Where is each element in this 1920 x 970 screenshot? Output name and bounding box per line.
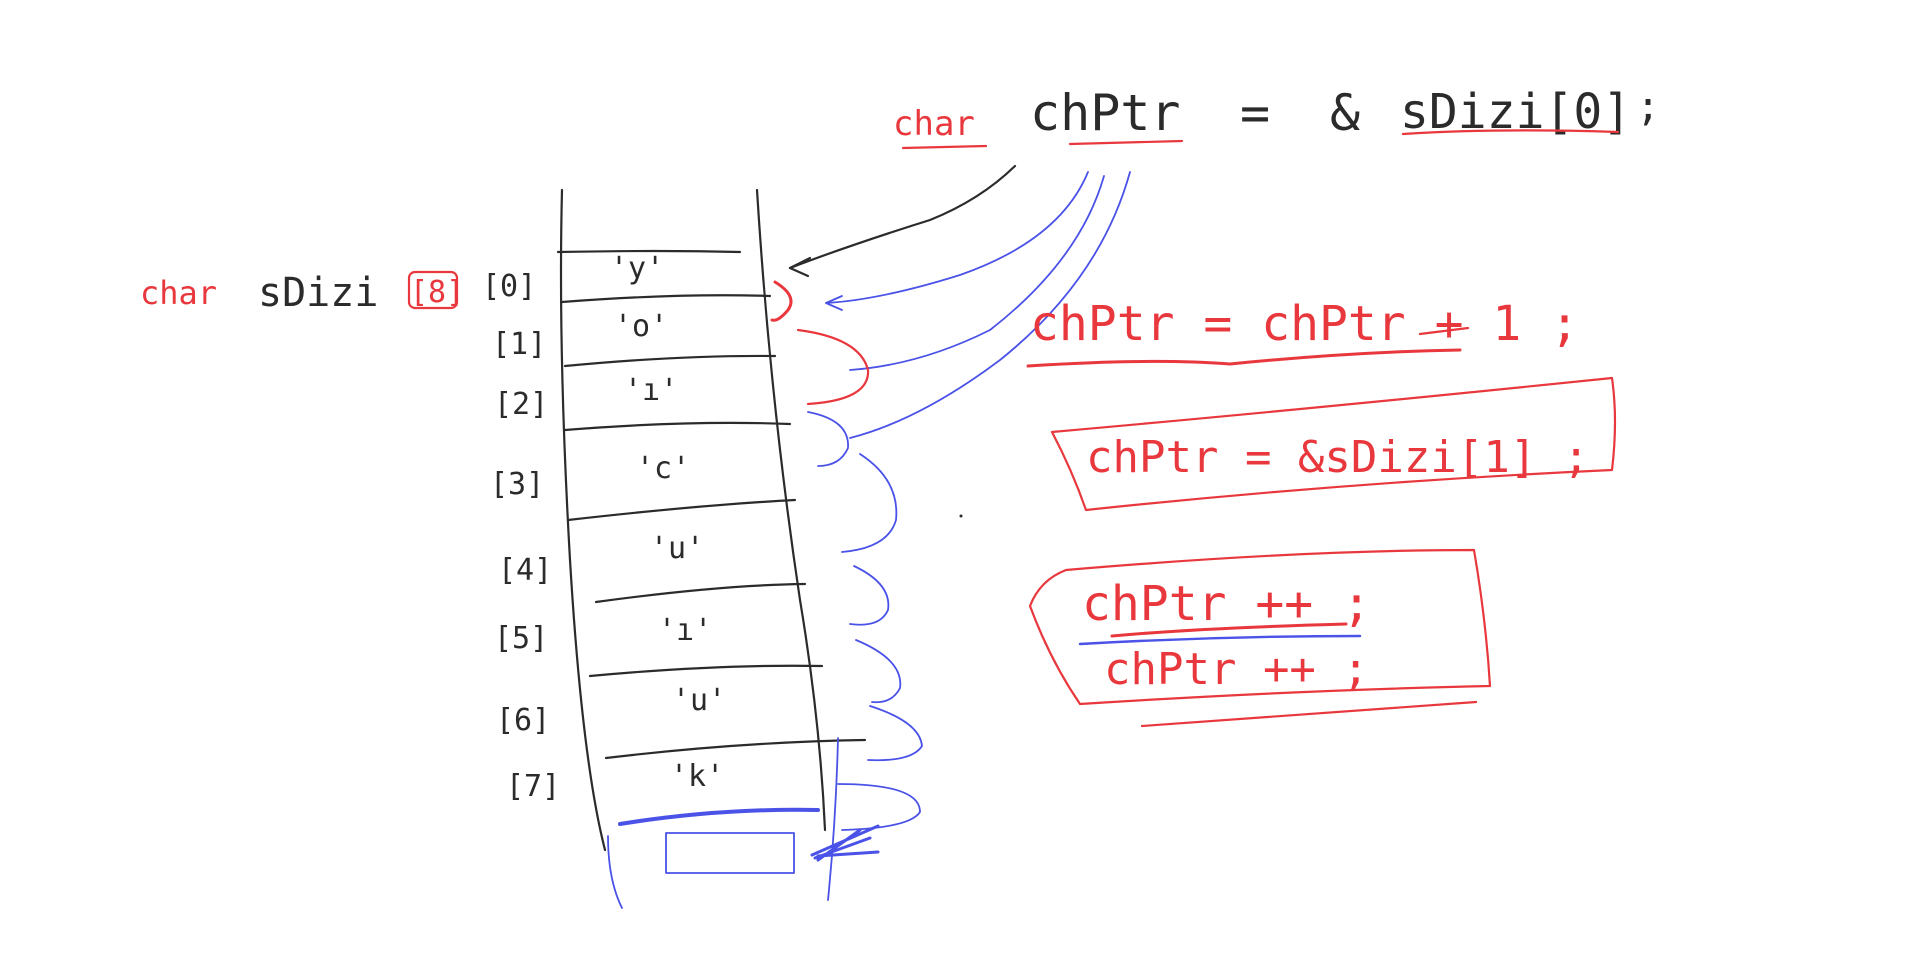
- step-arc-3: [849, 565, 890, 626]
- arrow-blue-1-head: [825, 295, 843, 311]
- top-declaration: char chPtr = & sDizi[0] ;: [893, 84, 1660, 150]
- address-box-frame: [1050, 376, 1617, 512]
- column-right-edge: [755, 188, 827, 832]
- column-extension-left: [607, 835, 623, 909]
- postinc-1-underline-blue: [1078, 634, 1362, 646]
- array-keyword: char: [140, 274, 217, 312]
- keyword-underline: [901, 144, 988, 150]
- statement-postinc-1: chPtr ++ ;: [1082, 576, 1371, 632]
- cell-index: [5]: [494, 621, 548, 656]
- cell-value: 'k': [670, 759, 724, 794]
- top-keyword: char: [893, 104, 975, 144]
- statement-address-text: chPtr = &sDizi[1] ;: [1086, 432, 1589, 483]
- row-separator-1: [563, 354, 777, 368]
- array-size-box: [407, 270, 459, 310]
- row-separator-end: [618, 807, 820, 826]
- row-separator-0: [560, 294, 772, 304]
- column-left-edge: [559, 188, 607, 852]
- cell-5: [5] 'ı': [494, 613, 712, 656]
- statement-add-text: chPtr = chPtr + 1 ;: [1030, 296, 1579, 352]
- arrow-head-element-0: [788, 256, 812, 278]
- postinc-1-underline: [1110, 622, 1348, 638]
- cell-value: 'o': [614, 309, 668, 344]
- address-of-operator: &: [1330, 84, 1360, 142]
- cell-value: 'c': [636, 451, 690, 486]
- postinc-box-underline: [1140, 700, 1478, 728]
- row-separator-6: [604, 738, 867, 760]
- cell-value: 'u': [650, 531, 704, 566]
- statement-postinc-box: chPtr ++ ; chPtr ++ ;: [1028, 548, 1492, 728]
- stray-dot: [959, 514, 963, 518]
- cell-value: 'u': [672, 683, 726, 718]
- row-separator-4: [594, 582, 807, 604]
- statement-add-underline: [1026, 348, 1462, 368]
- statement-add: chPtr = chPtr + 1 ;: [1026, 296, 1579, 368]
- overflow-cell: [665, 832, 795, 874]
- row-separator-2: [563, 421, 792, 432]
- postinc-box-frame: [1028, 548, 1492, 706]
- cell-value: 'y': [610, 251, 664, 286]
- cell-index: [0]: [482, 269, 536, 304]
- arrow-blue-1: [825, 171, 1089, 304]
- cell-3: [3] 'c': [490, 451, 690, 502]
- step-arc-1: [807, 411, 849, 467]
- cell-index: [1]: [492, 327, 546, 362]
- cell-6: [6] 'u': [496, 683, 726, 738]
- cell-index: [6]: [496, 703, 550, 738]
- array-size: [8]: [410, 275, 464, 310]
- pointer-variable: chPtr: [1030, 84, 1181, 142]
- statement-add-mark: [1418, 326, 1470, 336]
- statement-postinc-2: chPtr ++ ;: [1104, 644, 1369, 695]
- statement-terminator: ;: [1636, 84, 1660, 130]
- equals-sign: =: [1240, 84, 1270, 142]
- array-declaration: char sDizi [8]: [140, 270, 464, 316]
- pointer-arrows: [770, 164, 1131, 831]
- memory-column: [556, 188, 880, 909]
- cell-index: [2]: [494, 387, 548, 422]
- cell-value: 'ı': [658, 613, 712, 648]
- cell-4: [4] 'u': [498, 531, 704, 588]
- increment-hook-red: [770, 280, 793, 322]
- row-separator-3: [566, 498, 797, 522]
- statement-address-box: chPtr = &sDizi[1] ;: [1050, 376, 1617, 512]
- cell-1: [1] 'o': [492, 309, 668, 362]
- row-separator-5: [588, 664, 824, 678]
- cell-7: [7] 'k': [506, 759, 724, 804]
- row-separator-top: [556, 249, 742, 254]
- cell-value: 'ı': [624, 373, 678, 408]
- cell-index: [4]: [498, 553, 552, 588]
- step-arc-2: [841, 453, 898, 553]
- arrow-blue-2: [849, 175, 1105, 371]
- step-arc-6: [837, 783, 921, 831]
- scribble-mark: [810, 824, 880, 862]
- column-extension-right: [827, 737, 839, 901]
- arrow-to-element-0: [788, 164, 1017, 270]
- step-arc-5: [867, 705, 923, 762]
- increment-arc-red: [796, 328, 870, 406]
- target-underline: [1401, 129, 1620, 136]
- cell-index: [3]: [490, 467, 544, 502]
- step-arc-4: [855, 639, 902, 704]
- arrow-blue-3: [849, 171, 1131, 439]
- variable-underline: [1068, 139, 1184, 146]
- cell-0: [0] 'y': [482, 251, 664, 304]
- array-name: sDizi: [258, 270, 378, 316]
- cell-2: [2] 'ı': [494, 373, 678, 422]
- cell-index: [7]: [506, 769, 560, 804]
